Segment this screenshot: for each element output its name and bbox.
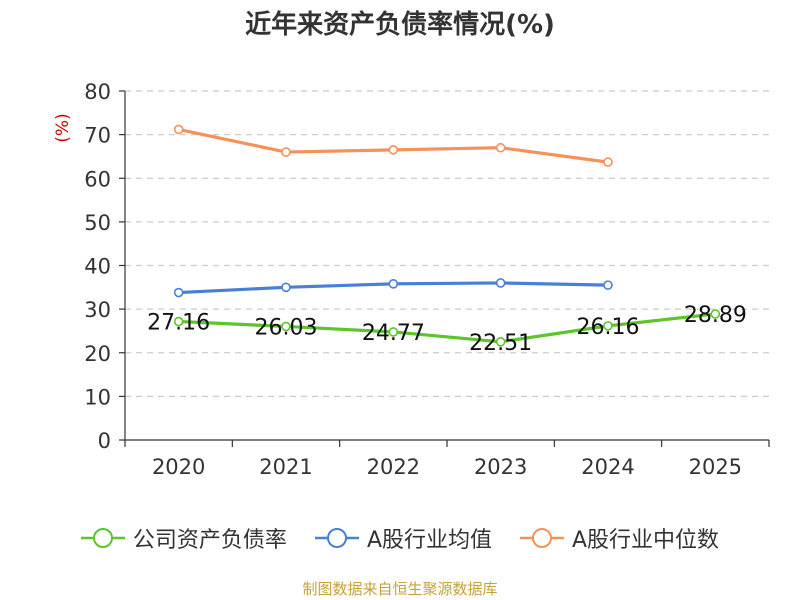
legend-label: A股行业均值 [366, 528, 492, 553]
data-label: 27.16 [147, 311, 210, 336]
legend-item[interactable]: A股行业均值 [314, 522, 492, 554]
data-point [173, 124, 184, 135]
legend-item[interactable]: 公司资产负债率 [80, 522, 287, 554]
data-point [603, 280, 613, 290]
data-point [388, 279, 399, 289]
data-point [388, 145, 399, 155]
series-line-0 [178, 312, 716, 344]
data-point [281, 147, 291, 157]
x-tick-label: 2020 [152, 455, 205, 479]
legend-swatch-marker [326, 528, 347, 548]
data-point [495, 278, 506, 288]
data-point [173, 316, 184, 327]
y-tick-label: 20 [84, 342, 111, 366]
data-point [388, 327, 399, 337]
data-point [281, 282, 291, 293]
data-label: 26.16 [577, 315, 640, 340]
y-tick-label: 50 [84, 211, 111, 235]
data-point [173, 287, 184, 298]
legend-swatch [314, 528, 359, 548]
chart-title: 近年来资产负债率情况(%) [245, 10, 555, 40]
y-tick-label: 80 [84, 80, 111, 104]
y-tick-label: 70 [84, 124, 111, 148]
source-note: 制图数据来自恒生聚源数据库 [302, 580, 498, 598]
x-tick-label: 2023 [474, 455, 527, 479]
data-point [603, 321, 613, 331]
x-tick-label: 2021 [259, 455, 312, 479]
y-axis-label: (%) [53, 113, 73, 142]
data-point [603, 157, 613, 167]
x-tick-label: 2022 [367, 455, 420, 479]
data-label: 28.89 [684, 303, 747, 328]
y-tick-label: 10 [84, 385, 111, 409]
legend-swatch [80, 528, 125, 548]
legend: 公司资产负债率 A股行业均值 A股行业中位数 [0, 518, 800, 558]
data-point [495, 142, 506, 153]
data-label: 24.77 [362, 321, 425, 346]
y-tick-label: 40 [84, 255, 111, 279]
x-tick-label: 2025 [689, 455, 742, 479]
y-tick-label: 30 [84, 298, 111, 322]
data-label: 22.51 [469, 331, 532, 356]
data-point [710, 309, 721, 319]
legend-swatch-marker [532, 528, 552, 548]
legend-label: A股行业中位数 [572, 528, 720, 553]
legend-item[interactable]: A股行业中位数 [520, 522, 719, 554]
data-point [281, 321, 291, 332]
data-point [495, 337, 506, 347]
x-tick-label: 2024 [581, 455, 634, 479]
y-tick-label: 0 [98, 429, 111, 453]
data-label: 26.03 [255, 315, 318, 340]
legend-label: 公司资产负债率 [132, 528, 287, 553]
legend-swatch-marker [92, 528, 113, 548]
legend-swatch [520, 528, 564, 548]
y-tick-label: 60 [84, 167, 111, 191]
